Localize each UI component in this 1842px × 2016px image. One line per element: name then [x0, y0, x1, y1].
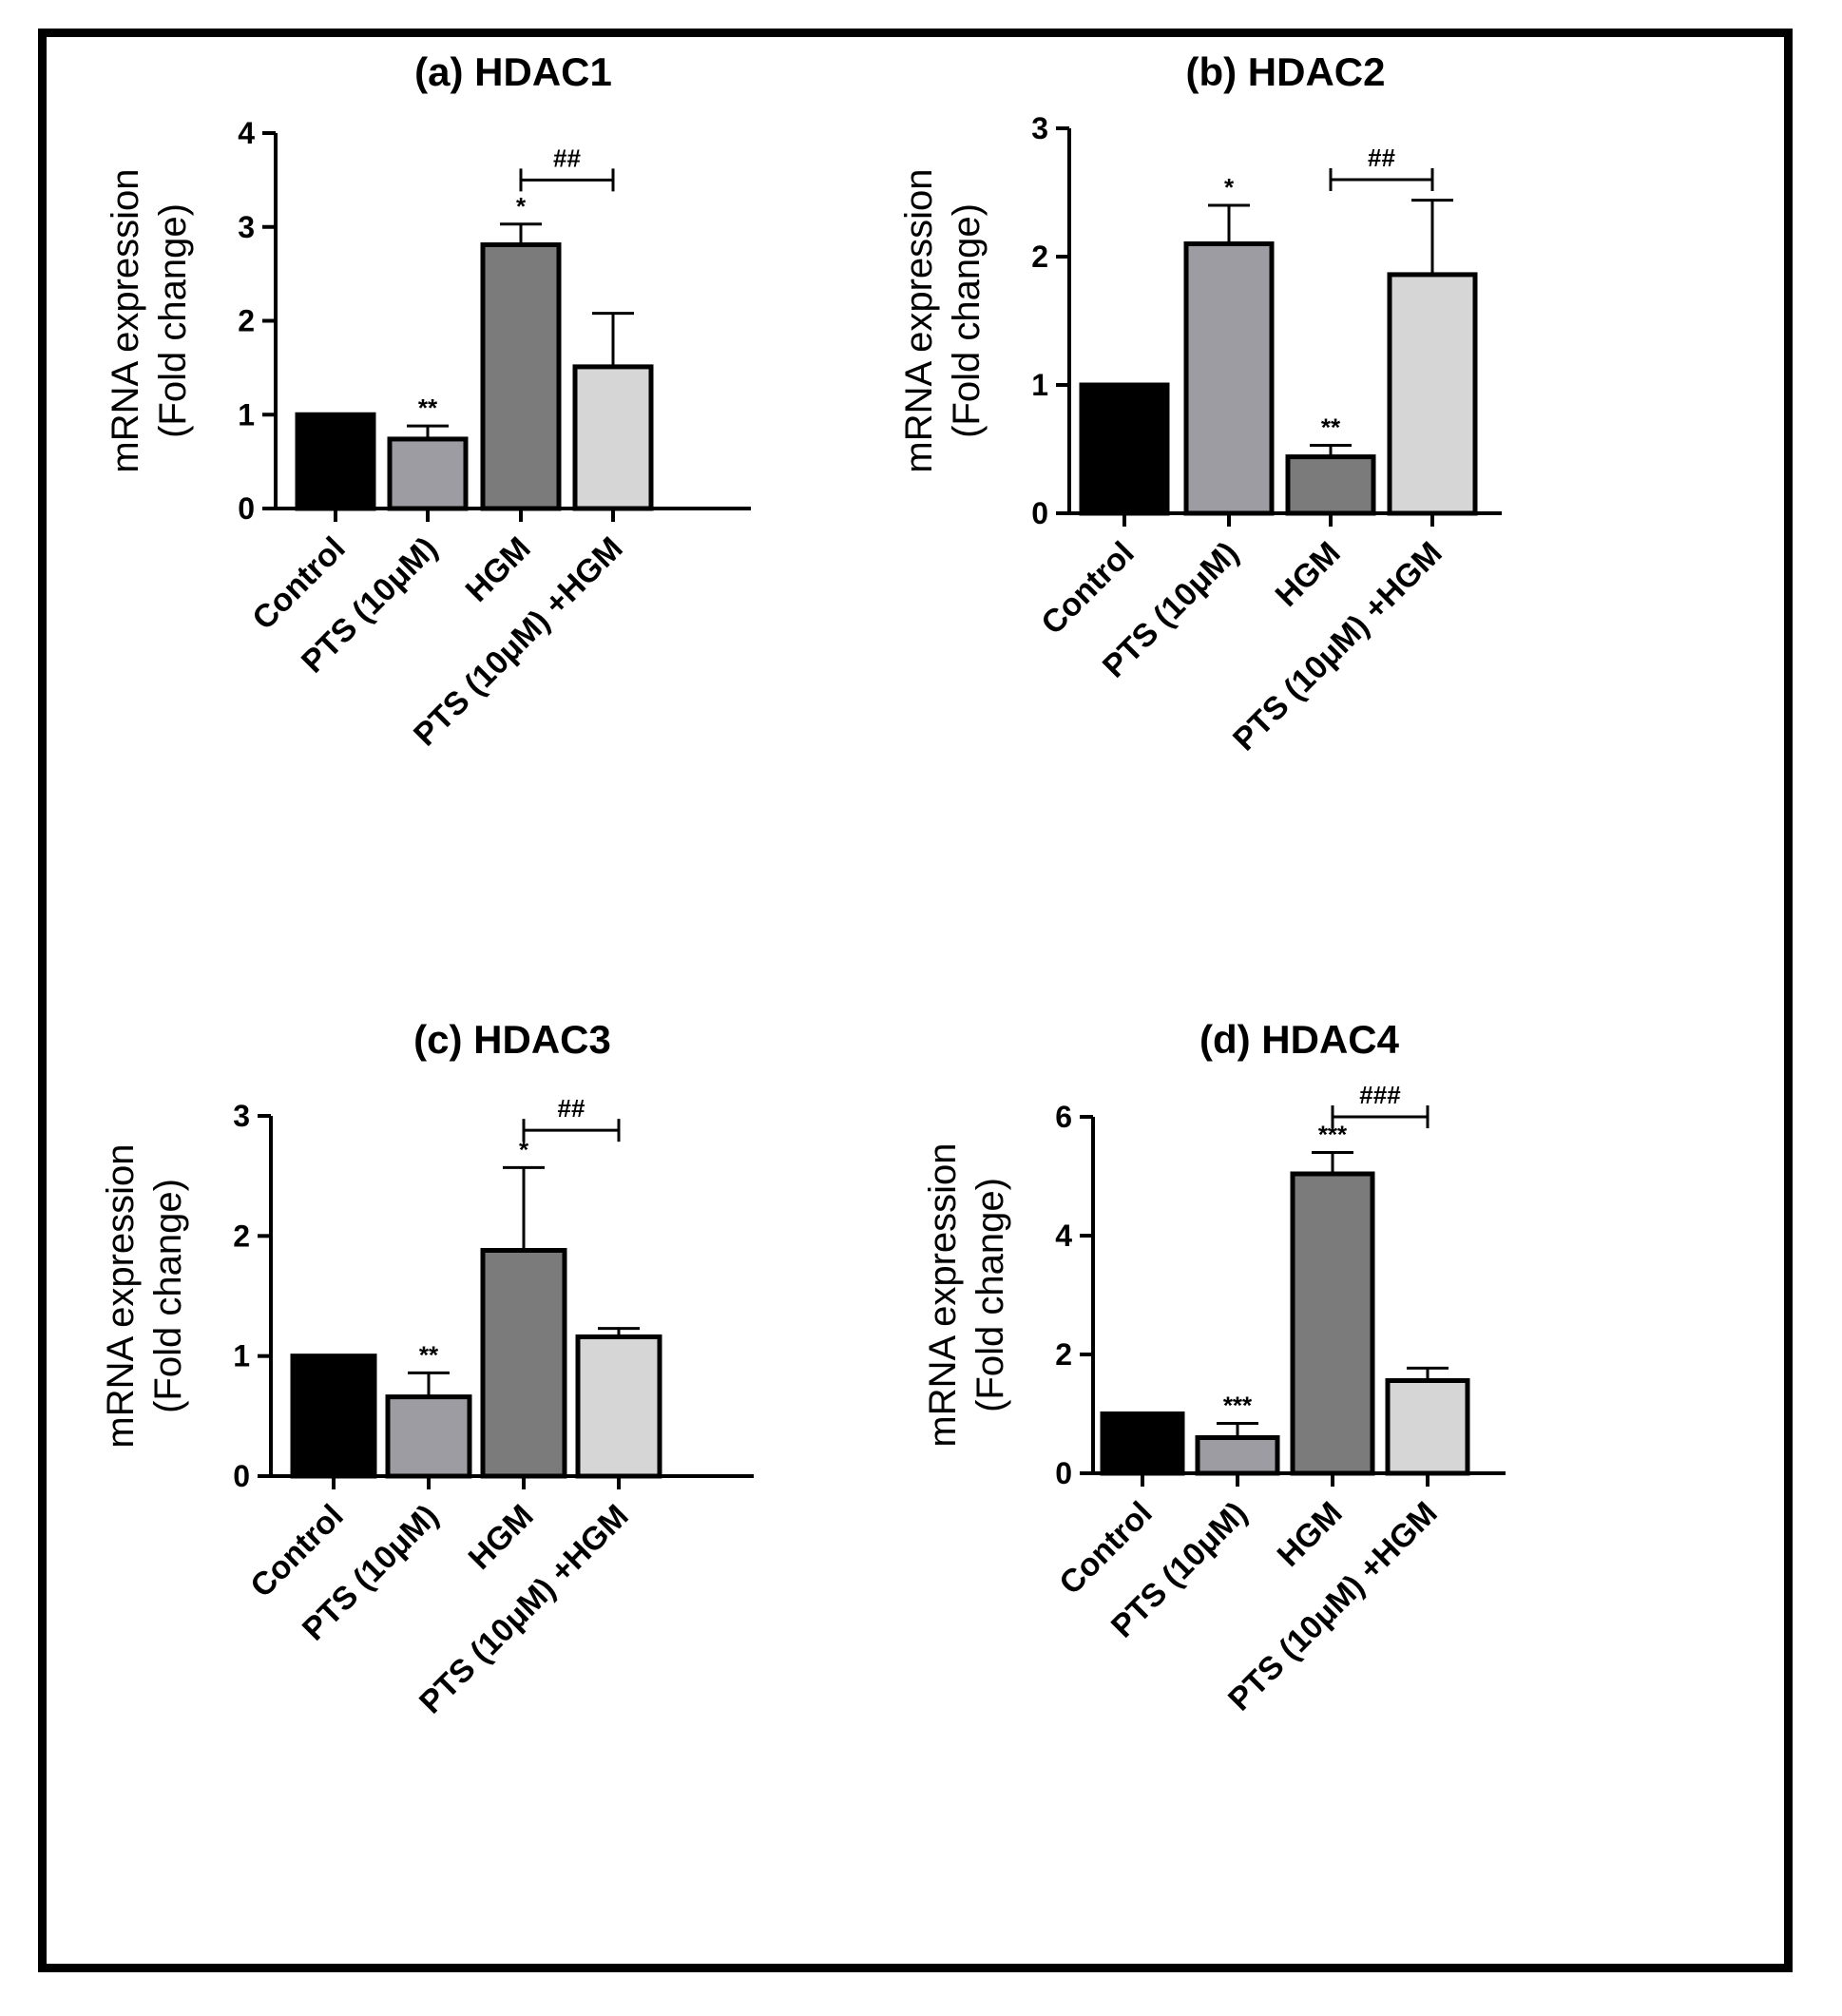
bar — [1100, 1411, 1185, 1476]
chart-title: (d) HDAC4 — [1199, 1017, 1400, 1062]
significance-marker: ** — [1321, 413, 1341, 441]
figure-frame — [38, 29, 1793, 1972]
y-tick-label: 6 — [1055, 1100, 1072, 1134]
y-tick-label: 2 — [238, 304, 255, 338]
significance-marker: ** — [418, 394, 438, 422]
y-tick-label: 2 — [1031, 240, 1048, 274]
y-tick-label: 1 — [1031, 368, 1048, 402]
significance-marker: ** — [419, 1340, 439, 1369]
bar — [572, 364, 654, 511]
chart-hdac4: (d) HDAC4 mRNA expression (Fold change) 0 2 4… — [922, 1017, 1506, 1718]
bar — [575, 1334, 662, 1479]
chart-title: (b) HDAC2 — [1186, 49, 1386, 94]
y-tick-label: 4 — [1055, 1219, 1072, 1253]
comparison-label: ## — [1368, 144, 1395, 172]
y-axis-label: mRNA expression (Fold change) — [898, 168, 988, 472]
bar — [1195, 1435, 1280, 1476]
chart-hdac3: (c) HDAC3 mRNA expression (Fold change) 0 1 2… — [100, 1017, 754, 1720]
significance-marker: * — [516, 192, 527, 221]
y-axis-label-line2: (Fold change) — [147, 1179, 189, 1413]
bar — [385, 1394, 472, 1479]
bar — [1385, 1378, 1470, 1476]
significance-marker: * — [1224, 173, 1235, 202]
chart-hdac1: (a) HDAC1 mRNA expression (Fold change) 0 1 2… — [105, 49, 751, 753]
x-tick-label: HGM — [1271, 1495, 1350, 1574]
y-tick-label: 0 — [1055, 1456, 1072, 1490]
bar — [1290, 1171, 1375, 1476]
bar — [1183, 241, 1275, 516]
y-tick-label: 1 — [233, 1339, 250, 1373]
y-axis-label: mRNA expression (Fold change) — [100, 1143, 189, 1448]
y-axis-label-line1: mRNA expression — [922, 1142, 964, 1447]
y-tick-label: 4 — [238, 116, 255, 150]
y-tick-label: 2 — [233, 1219, 250, 1253]
y-tick-label: 2 — [1055, 1337, 1072, 1372]
bar — [1387, 272, 1478, 516]
x-tick-label: HGM — [459, 530, 538, 609]
y-axis-label-line1: mRNA expression — [898, 168, 940, 472]
y-axis-label-line1: mRNA expression — [105, 168, 146, 472]
y-tick-label: 3 — [233, 1099, 250, 1133]
x-tick-label: Control — [1034, 535, 1141, 642]
y-axis-label-line2: (Fold change) — [946, 203, 988, 438]
bar — [1285, 454, 1376, 516]
bar — [290, 1354, 377, 1479]
y-axis-label: mRNA expression (Fold change) — [105, 168, 194, 472]
chart-title: (a) HDAC1 — [414, 49, 612, 94]
bar — [387, 436, 469, 511]
bar — [295, 412, 376, 511]
bar — [480, 242, 562, 511]
comparison-label: ### — [1359, 1081, 1401, 1109]
comparison-label: ## — [553, 144, 581, 172]
chart-hdac2: (b) HDAC2 mRNA expression (Fold change) 0 1 2… — [898, 49, 1502, 758]
bar — [1079, 382, 1170, 516]
comparison-label: ## — [558, 1094, 585, 1123]
y-axis-label-line1: mRNA expression — [100, 1143, 142, 1448]
y-axis-label-line2: (Fold change) — [152, 203, 194, 438]
y-tick-label: 0 — [1031, 496, 1048, 530]
significance-marker: * — [519, 1135, 529, 1163]
y-tick-label: 0 — [238, 491, 255, 526]
chart-title: (c) HDAC3 — [413, 1017, 611, 1062]
y-tick-label: 0 — [233, 1459, 250, 1493]
x-tick-label: HGM — [1269, 535, 1348, 614]
y-tick-label: 3 — [238, 210, 255, 244]
significance-marker: *** — [1223, 1392, 1253, 1420]
y-tick-label: 1 — [238, 397, 255, 432]
x-tick-label: HGM — [462, 1498, 541, 1577]
bar — [480, 1247, 567, 1479]
y-axis-label-line2: (Fold change) — [969, 1178, 1011, 1412]
y-tick-label: 3 — [1031, 111, 1048, 145]
y-axis-label: mRNA expression (Fold change) — [922, 1142, 1011, 1447]
